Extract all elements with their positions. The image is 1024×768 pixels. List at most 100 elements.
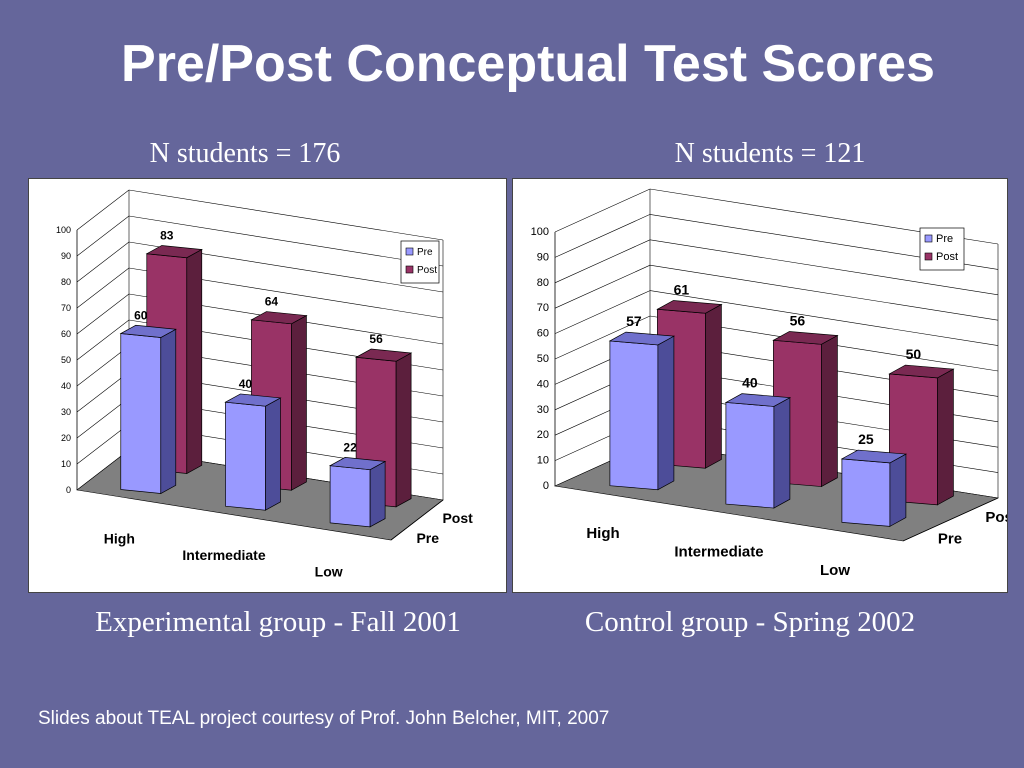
y-tick-label: 60 [61, 329, 71, 339]
grid-depth-line [76, 345, 130, 387]
y-tick-label: 100 [56, 225, 71, 235]
y-tick-label: 20 [61, 433, 71, 443]
grid-depth-line [76, 189, 130, 231]
n-students-label-left: N students = 176 [149, 138, 341, 169]
bar-side [657, 335, 675, 491]
bar-side [369, 460, 386, 528]
bar-pre-low [329, 465, 371, 528]
bar-side [937, 368, 954, 506]
bar-top [656, 300, 723, 314]
y-tick-label: 50 [61, 355, 71, 365]
bar-top [328, 457, 387, 471]
depth-label: Pre [938, 531, 962, 548]
grid-depth-line [76, 371, 130, 413]
bar-side [705, 303, 722, 469]
caption-control: Control group - Spring 2002 [584, 606, 916, 638]
bar-pre-intermediate [725, 402, 775, 509]
grid-depth-line [76, 267, 130, 309]
category-label: Low [820, 562, 850, 579]
category-label: High [586, 525, 619, 542]
data-label: 25 [858, 431, 874, 447]
slide-title: Pre/Post Conceptual Test Scores [121, 35, 935, 93]
category-label: Intermediate [182, 547, 265, 563]
y-tick-label: 50 [537, 353, 549, 365]
data-label: 40 [239, 377, 253, 391]
grid-depth-line [76, 293, 130, 335]
legend-label-post: Post [417, 265, 437, 276]
y-tick-label: 30 [537, 404, 549, 416]
bar-top [224, 393, 282, 407]
y-tick-label: 90 [537, 251, 549, 263]
experimental-chart-panel: 0 10 20 30 40 50 60 70 80 90 100 83 64 56 60 40 22 High In… [28, 178, 507, 593]
data-label: 83 [160, 228, 174, 242]
grid-depth-line [554, 290, 651, 334]
y-tick-label: 100 [531, 226, 549, 238]
gridline [649, 290, 999, 346]
y-tick-label: 70 [61, 303, 71, 313]
data-label: 50 [906, 346, 922, 362]
bar-side [186, 248, 203, 475]
credit-text: Slides about TEAL project courtesy of Pr… [38, 708, 610, 729]
data-label: 40 [742, 375, 758, 391]
bar-top [888, 364, 955, 379]
grid-depth-line [76, 397, 130, 439]
control-chart: 0 10 20 30 40 50 60 70 80 90 100 61 56 50 57 40 25 High In… [531, 188, 1007, 579]
bar-side [395, 352, 412, 508]
legend-label-pre: Pre [417, 247, 433, 258]
y-tick-label: 0 [543, 480, 549, 492]
bar-pre-low [841, 458, 891, 527]
bar-side [773, 397, 791, 509]
legend-swatch-pre [924, 234, 933, 243]
bar-pre-high [609, 340, 659, 491]
data-label: 57 [626, 313, 642, 329]
y-tick-label: 20 [537, 429, 549, 441]
data-label: 56 [790, 313, 806, 329]
legend-label-pre: Pre [936, 233, 953, 245]
data-label: 56 [369, 332, 383, 346]
grid-depth-line [554, 214, 651, 258]
grid-depth-line [554, 315, 651, 360]
grid-depth-line [554, 188, 651, 233]
grid-depth-line [554, 239, 651, 284]
data-label: 64 [265, 295, 279, 309]
bar-top [354, 348, 413, 362]
y-tick-label: 80 [537, 277, 549, 289]
grid-depth-line [76, 241, 130, 283]
y-tick-label: 70 [537, 302, 549, 314]
gridline [649, 264, 999, 321]
legend-swatch-pre [405, 247, 414, 256]
y-tick-label: 0 [66, 485, 71, 495]
depth-axis-line [390, 499, 444, 541]
depth-axis-line [902, 497, 999, 542]
data-label: 60 [134, 308, 148, 322]
bar-pre-high [120, 333, 162, 494]
bar-top [772, 331, 839, 345]
bar-side [160, 328, 177, 495]
bar-side [889, 453, 907, 527]
legend-swatch-post [924, 252, 933, 261]
bar-top [724, 393, 792, 407]
bar-top [145, 245, 203, 259]
depth-label: Post [985, 509, 1007, 526]
legend-label-post: Post [936, 251, 958, 263]
depth-label: Post [442, 510, 473, 526]
bar-top [250, 311, 308, 325]
bar-side [821, 334, 838, 488]
bar-top [119, 324, 177, 338]
y-tick-label: 30 [61, 407, 71, 417]
gridline [128, 189, 444, 241]
y-tick-label: 40 [61, 381, 71, 391]
grid-depth-line [76, 423, 130, 465]
y-tick-label: 90 [61, 251, 71, 261]
data-label: 22 [343, 440, 357, 454]
grid-depth-line [76, 319, 130, 361]
gridline [649, 239, 999, 296]
caption-experimental: Experimental group - Fall 2001 [95, 606, 461, 638]
y-tick-label: 80 [61, 277, 71, 287]
gridline [128, 215, 444, 267]
experimental-chart: 0 10 20 30 40 50 60 70 80 90 100 83 64 56 60 40 22 High In… [56, 189, 473, 580]
bar-top [608, 331, 676, 346]
y-tick-label: 10 [537, 455, 549, 467]
y-tick-label: 40 [537, 378, 549, 390]
category-label: Low [315, 564, 343, 580]
